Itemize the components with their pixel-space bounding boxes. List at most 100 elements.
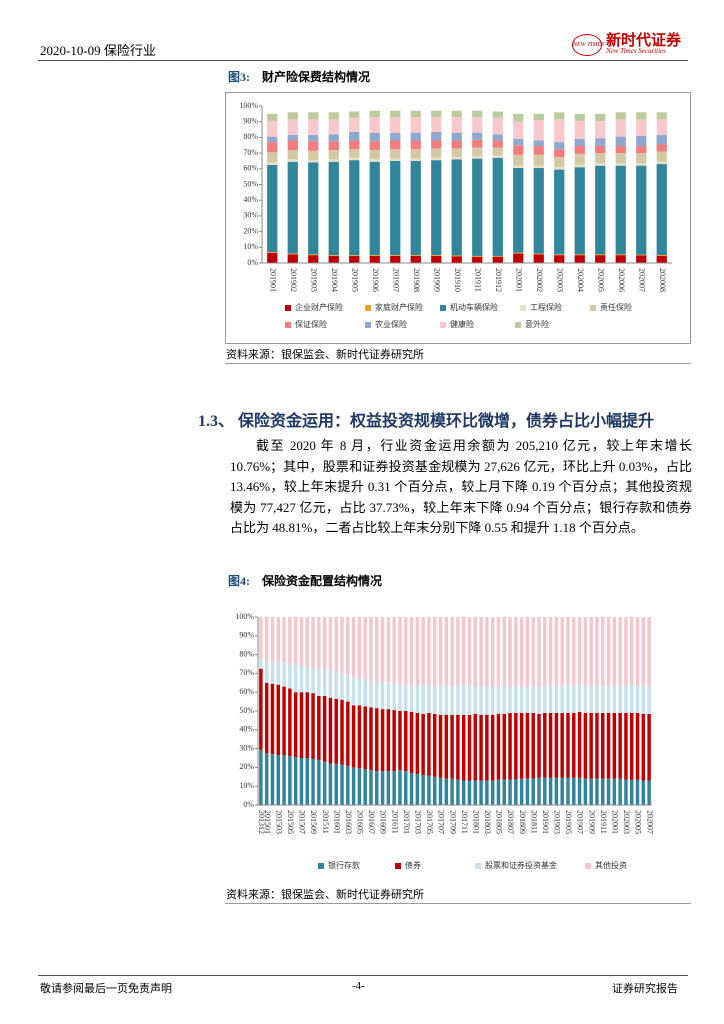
bar-segment (357, 617, 362, 680)
bar-segment (334, 698, 338, 764)
bar-segment (513, 121, 524, 139)
bar-segment (431, 255, 442, 263)
bar-segment (496, 686, 501, 714)
x-tick-label: 201711 (460, 810, 469, 834)
bar-segment (346, 617, 350, 676)
bar-segment (647, 685, 651, 714)
bar-segment (398, 617, 402, 685)
x-tick-label: 201312 (257, 810, 266, 834)
x-tick-label: 201906 (371, 268, 380, 292)
x-tick-label: 201701 (402, 810, 411, 834)
footer-right: 证券研究报告 (612, 983, 678, 995)
bar-segment (496, 779, 501, 805)
bar-segment (574, 138, 585, 147)
x-tick-label: 201903 (309, 268, 318, 292)
bar-segment (601, 685, 605, 713)
bar-segment (293, 692, 298, 758)
bar-segment (308, 135, 319, 142)
bar-segment (421, 617, 425, 686)
x-tick-label: 202001 (514, 268, 523, 292)
bar-segment (647, 713, 651, 781)
bar-segment (334, 671, 338, 699)
bar-segment (537, 686, 541, 714)
x-tick-label: 202002 (535, 268, 544, 292)
bar-segment (479, 686, 483, 715)
x-tick-label: 201603 (344, 810, 353, 834)
bar-segment (410, 160, 421, 256)
bar-segment (409, 711, 414, 774)
x-tick-label: 201501 (263, 810, 272, 834)
bar-segment (595, 778, 599, 805)
brand-en: New Times Securities (606, 47, 666, 55)
legend-swatch (440, 322, 446, 328)
bar-segment (363, 617, 367, 681)
bar-segment (390, 140, 401, 150)
y-tick-label: 60% (243, 164, 258, 173)
bar-segment (508, 779, 512, 805)
bar-segment (308, 150, 319, 161)
bar-segment (438, 714, 443, 778)
bar-segment (472, 110, 483, 117)
bar-segment (287, 161, 298, 254)
bar-segment (492, 255, 503, 257)
legend-swatch (395, 863, 401, 869)
bar-segment (624, 779, 628, 805)
bar-segment (502, 686, 506, 714)
bar-segment (299, 665, 304, 693)
bar-segment (513, 113, 524, 122)
bar-segment (595, 685, 599, 713)
source-note: 资料来源：银保监会、新时代证券研究所 (226, 349, 424, 361)
bar-segment (485, 617, 489, 687)
bar-segment (308, 112, 319, 120)
bar-segment (636, 255, 647, 263)
bar-segment (467, 685, 472, 715)
bar-segment (473, 713, 478, 781)
bar-segment (267, 120, 278, 137)
bar-segment (438, 685, 443, 715)
bar-segment (513, 145, 524, 155)
bar-segment (451, 132, 462, 141)
bar-segment (351, 767, 356, 805)
bar-segment (514, 779, 518, 805)
y-tick-label: 0% (247, 258, 258, 267)
paragraph: 截至 2020 年 8 月，行业资金运用余额为 205,210 亿元，较上年末增… (230, 438, 692, 535)
bar-segment (375, 771, 379, 805)
bar-segment (641, 713, 646, 781)
bar-segment (386, 682, 391, 710)
legend-swatch (585, 863, 591, 869)
x-tick-label: 201605 (356, 810, 365, 834)
y-tick-label: 70% (243, 148, 258, 157)
legend-swatch (590, 305, 596, 311)
bar-segment (595, 120, 606, 139)
x-tick-label: 201507 (298, 810, 307, 834)
bar-segment (612, 685, 617, 713)
bar-segment (369, 255, 380, 256)
chart-frame (225, 92, 691, 344)
x-tick-label: 201909 (587, 810, 596, 834)
bar-segment (451, 157, 462, 160)
bar-segment (508, 712, 512, 780)
bar-segment (574, 146, 585, 154)
bar-segment (656, 164, 667, 255)
bar-segment (349, 149, 360, 158)
bar-segment (519, 712, 524, 779)
bar-segment (415, 617, 420, 686)
bar-segment (404, 771, 408, 805)
bar-segment (346, 765, 350, 805)
bar-segment (560, 712, 564, 778)
bar-segment (508, 617, 512, 687)
bar-segment (287, 159, 298, 162)
bar-segment (328, 159, 339, 162)
header-text: 2020-10-09 保险行业 (40, 43, 156, 58)
bar-segment (467, 617, 472, 686)
y-tick-label: 60% (239, 687, 254, 696)
bar-segment (656, 144, 667, 152)
x-tick-label: 201911 (473, 268, 482, 292)
bar-segment (479, 617, 483, 687)
bar-segment (369, 132, 380, 142)
y-tick-label: 90% (243, 117, 258, 126)
bar-segment (349, 140, 360, 150)
bar-segment (270, 617, 275, 663)
bar-segment (574, 153, 585, 165)
bar-segment (328, 119, 339, 135)
